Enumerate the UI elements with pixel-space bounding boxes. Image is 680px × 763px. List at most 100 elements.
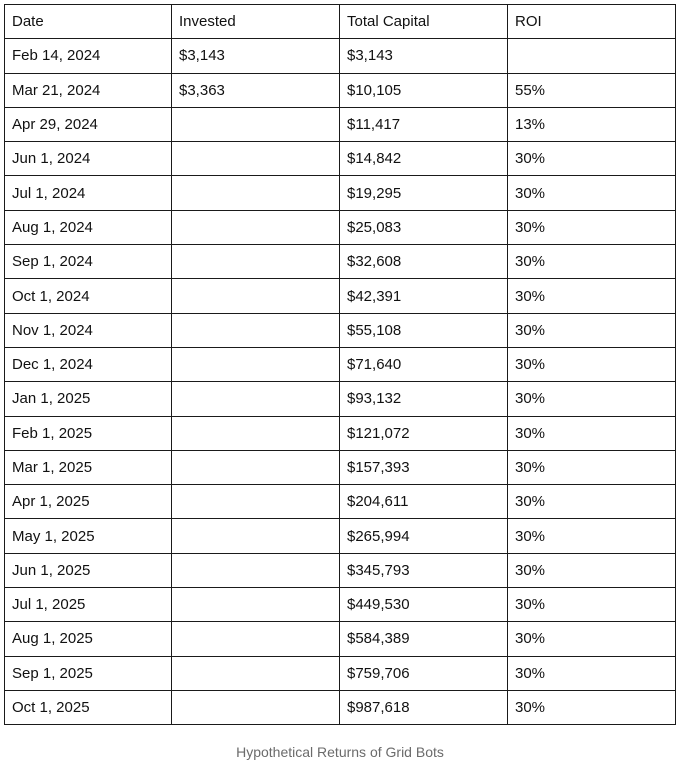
cell-total-capital: $42,391 xyxy=(339,278,508,314)
cell-roi xyxy=(507,38,676,74)
cell-roi: 30% xyxy=(507,621,676,657)
cell-roi: 30% xyxy=(507,209,676,246)
cell-date: Oct 1, 2024 xyxy=(4,278,172,314)
cell-roi: 30% xyxy=(507,587,676,623)
cell-total-capital: $121,072 xyxy=(339,415,508,451)
header-invested: Invested xyxy=(171,3,340,40)
cell-date: Sep 1, 2025 xyxy=(4,655,172,691)
cell-date: Jun 1, 2025 xyxy=(4,552,172,589)
cell-roi: 30% xyxy=(507,415,676,451)
cell-roi: 30% xyxy=(507,244,676,280)
cell-date: Dec 1, 2024 xyxy=(4,346,172,383)
cell-roi: 30% xyxy=(507,552,676,589)
cell-roi: 30% xyxy=(507,346,676,383)
cell-total-capital: $19,295 xyxy=(339,175,508,211)
cell-total-capital: $25,083 xyxy=(339,209,508,246)
cell-date: Jul 1, 2024 xyxy=(4,175,172,211)
cell-total-capital: $14,842 xyxy=(339,141,508,177)
cell-total-capital: $987,618 xyxy=(339,689,508,726)
header-date: Date xyxy=(4,3,172,40)
cell-date: Feb 14, 2024 xyxy=(4,38,172,74)
table-row: Mar 21, 2024 $3,363 $10,105 55% xyxy=(4,72,676,108)
cell-date: Jun 1, 2024 xyxy=(4,141,172,177)
cell-date: Jul 1, 2025 xyxy=(4,587,172,623)
table-row: Feb 1, 2025 $121,072 30% xyxy=(4,415,676,451)
cell-total-capital: $759,706 xyxy=(339,655,508,691)
cell-invested xyxy=(171,449,340,486)
cell-invested xyxy=(171,312,340,348)
cell-roi: 30% xyxy=(507,484,676,520)
cell-roi: 30% xyxy=(507,141,676,177)
cell-invested: $3,363 xyxy=(171,72,340,108)
cell-invested xyxy=(171,587,340,623)
cell-date: Nov 1, 2024 xyxy=(4,312,172,348)
cell-roi: 30% xyxy=(507,449,676,486)
header-roi: ROI xyxy=(507,3,676,40)
cell-roi: 30% xyxy=(507,518,676,554)
cell-total-capital: $32,608 xyxy=(339,244,508,280)
table-row: Dec 1, 2024 $71,640 30% xyxy=(4,346,676,383)
cell-total-capital: $55,108 xyxy=(339,312,508,348)
cell-roi: 30% xyxy=(507,655,676,691)
table-row: Feb 14, 2024 $3,143 $3,143 xyxy=(4,38,676,74)
cell-invested xyxy=(171,278,340,314)
cell-invested xyxy=(171,689,340,726)
table-row: Jan 1, 2025 $93,132 30% xyxy=(4,381,676,417)
cell-invested xyxy=(171,141,340,177)
cell-roi: 13% xyxy=(507,106,676,143)
table-row: Apr 1, 2025 $204,611 30% xyxy=(4,484,676,520)
cell-invested xyxy=(171,621,340,657)
cell-total-capital: $10,105 xyxy=(339,72,508,108)
cell-roi: 30% xyxy=(507,312,676,348)
cell-total-capital: $93,132 xyxy=(339,381,508,417)
cell-date: Jan 1, 2025 xyxy=(4,381,172,417)
table-row: Aug 1, 2024 $25,083 30% xyxy=(4,209,676,246)
table-row: Sep 1, 2025 $759,706 30% xyxy=(4,655,676,691)
cell-invested xyxy=(171,381,340,417)
cell-invested xyxy=(171,484,340,520)
cell-invested xyxy=(171,655,340,691)
cell-invested xyxy=(171,346,340,383)
cell-roi: 30% xyxy=(507,175,676,211)
cell-roi: 30% xyxy=(507,381,676,417)
cell-date: Mar 21, 2024 xyxy=(4,72,172,108)
cell-invested xyxy=(171,552,340,589)
cell-date: May 1, 2025 xyxy=(4,518,172,554)
cell-invested xyxy=(171,175,340,211)
table-row: May 1, 2025 $265,994 30% xyxy=(4,518,676,554)
table-row: Aug 1, 2025 $584,389 30% xyxy=(4,621,676,657)
table-header-row: Date Invested Total Capital ROI xyxy=(4,3,676,40)
table-row: Jul 1, 2025 $449,530 30% xyxy=(4,587,676,623)
table-row: Sep 1, 2024 $32,608 30% xyxy=(4,244,676,280)
table-body: Feb 14, 2024 $3,143 $3,143 Mar 21, 2024 $3,3… xyxy=(4,38,676,726)
table-row: Mar 1, 2025 $157,393 30% xyxy=(4,449,676,486)
cell-total-capital: $204,611 xyxy=(339,484,508,520)
cell-date: Feb 1, 2025 xyxy=(4,415,172,451)
cell-total-capital: $157,393 xyxy=(339,449,508,486)
cell-invested xyxy=(171,415,340,451)
cell-invested xyxy=(171,209,340,246)
cell-total-capital: $3,143 xyxy=(339,38,508,74)
cell-total-capital: $265,994 xyxy=(339,518,508,554)
cell-total-capital: $345,793 xyxy=(339,552,508,589)
table-caption: Hypothetical Returns of Grid Bots xyxy=(236,744,444,760)
table-row: Jun 1, 2025 $345,793 30% xyxy=(4,552,676,589)
cell-roi: 30% xyxy=(507,278,676,314)
cell-date: Sep 1, 2024 xyxy=(4,244,172,280)
table-row: Apr 29, 2024 $11,417 13% xyxy=(4,106,676,143)
cell-date: Apr 29, 2024 xyxy=(4,106,172,143)
table-row: Oct 1, 2025 $987,618 30% xyxy=(4,689,676,726)
cell-invested xyxy=(171,244,340,280)
cell-total-capital: $71,640 xyxy=(339,346,508,383)
cell-invested xyxy=(171,518,340,554)
table-row: Nov 1, 2024 $55,108 30% xyxy=(4,312,676,348)
cell-date: Mar 1, 2025 xyxy=(4,449,172,486)
cell-total-capital: $584,389 xyxy=(339,621,508,657)
cell-date: Aug 1, 2025 xyxy=(4,621,172,657)
cell-roi: 30% xyxy=(507,689,676,726)
header-total-capital: Total Capital xyxy=(339,3,508,40)
cell-invested: $3,143 xyxy=(171,38,340,74)
returns-table: Date Invested Total Capital ROI Feb 14, … xyxy=(4,3,676,726)
table-row: Jul 1, 2024 $19,295 30% xyxy=(4,175,676,211)
cell-date: Aug 1, 2024 xyxy=(4,209,172,246)
